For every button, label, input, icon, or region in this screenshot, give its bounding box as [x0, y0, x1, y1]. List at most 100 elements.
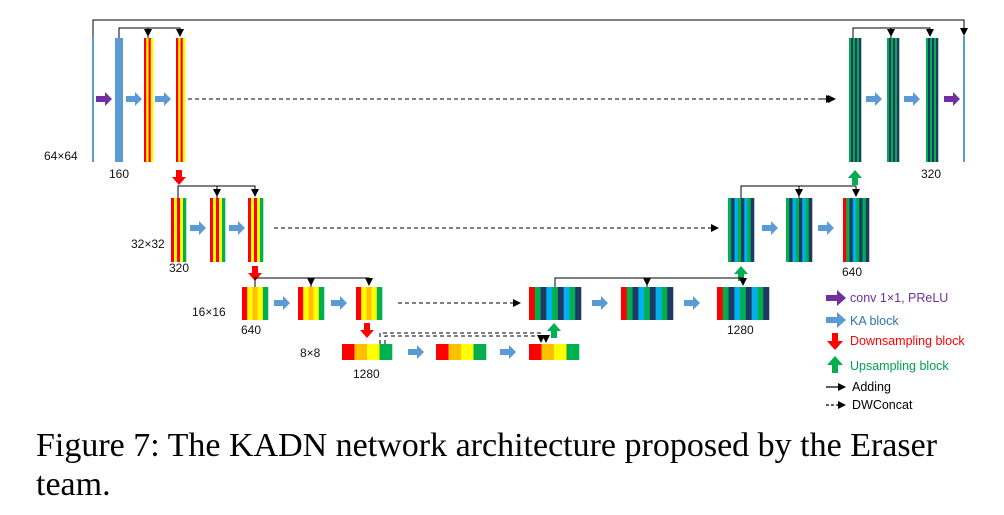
block-stripe	[254, 198, 258, 262]
ka-arrow-icon	[126, 92, 142, 106]
block-stripe	[148, 38, 152, 162]
dwconcat-bottleneck-a	[379, 332, 545, 344]
ka-block-dec3-c	[717, 287, 770, 320]
block-stripe	[926, 38, 929, 162]
block-stripe	[795, 198, 800, 262]
block-stripe	[356, 287, 362, 320]
channel-label-640-enc: 640	[241, 323, 261, 337]
block-stripe	[180, 38, 184, 162]
block-stripe	[728, 198, 732, 262]
block-stripe	[376, 287, 383, 320]
block-stripe	[379, 344, 393, 360]
channel-label-1280-bottleneck: 1280	[353, 367, 380, 381]
block-stripe	[852, 198, 857, 262]
block-stripe	[354, 344, 368, 360]
block-stripe	[717, 287, 724, 320]
dwconcat-bottleneck-b	[384, 335, 550, 344]
block-stripe	[843, 198, 847, 262]
block-stripe	[895, 38, 898, 162]
ka-block-enc1-b	[176, 38, 186, 162]
ka-block-enc2-c	[248, 198, 264, 262]
ka-block-bottleneck-b	[436, 344, 487, 360]
ka-block-dec1-b	[887, 38, 900, 162]
block-stripe	[252, 287, 258, 320]
block-stripe	[889, 38, 892, 162]
block-stripe	[342, 344, 355, 360]
ka-arrow-icon	[500, 345, 516, 359]
ka-block-dec1-a	[849, 38, 862, 162]
ka-block-dec3-b	[621, 287, 674, 320]
block-stripe	[529, 287, 536, 320]
ka-arrow-icon	[762, 221, 778, 235]
block-stripe	[661, 287, 668, 320]
block-stripe	[655, 287, 662, 320]
labels: 64×64 32×32 16×16 8×8 160 320 640 1280 1…	[44, 149, 941, 381]
block-stripe	[540, 287, 547, 320]
up-arrow-icon	[848, 170, 862, 185]
block-stripe	[728, 287, 735, 320]
ka-block-dec1-c	[926, 38, 939, 162]
down-arrow-icon	[172, 170, 186, 185]
resolution-label-16: 16×16	[192, 305, 226, 319]
block-stripe	[751, 287, 758, 320]
legend-item-down: Downsampling block	[827, 333, 965, 350]
channel-label-320-dec: 320	[921, 167, 941, 181]
add-l1-b	[147, 27, 184, 38]
block-stripe	[750, 198, 755, 262]
block-stripe	[448, 344, 462, 360]
stem-feature-block	[115, 38, 123, 162]
block-stripe	[859, 38, 862, 162]
legend-text-up: Upsampling block	[850, 359, 949, 373]
purple-arrow-icon	[826, 290, 846, 306]
block-stripe	[928, 38, 931, 162]
block-stripe	[541, 344, 555, 360]
block-stripe	[862, 198, 867, 262]
legend: conv 1×1, PReLU KA block Downsampling bl…	[826, 290, 965, 412]
block-stripe	[566, 344, 580, 360]
block-stripe	[569, 287, 576, 320]
green-up-arrow-icon	[827, 356, 843, 373]
block-stripe	[757, 287, 764, 320]
ka-arrow-icon	[331, 296, 347, 310]
block-stripe	[251, 198, 255, 262]
block-stripe	[534, 287, 541, 320]
block-stripe	[934, 38, 937, 162]
block-stripe	[737, 198, 742, 262]
resolution-label-32: 32×32	[131, 237, 165, 251]
block-stripe	[557, 287, 564, 320]
legend-text-ka: KA block	[850, 314, 899, 328]
block-stripe	[176, 38, 179, 162]
block-stripe	[529, 344, 542, 360]
block-stripe	[849, 198, 854, 262]
block-stripe	[366, 287, 372, 320]
block-stripe	[222, 198, 226, 262]
ka-arrow-icon	[155, 92, 171, 106]
block-stripe	[247, 287, 253, 320]
block-stripe	[546, 287, 553, 320]
up-arrow-icon	[547, 323, 561, 338]
block-stripe	[632, 287, 639, 320]
block-stripe	[174, 198, 178, 262]
ka-block-dec3-a	[529, 287, 582, 320]
ka-block-dec2-c	[843, 198, 870, 262]
add-l3-a	[254, 277, 315, 287]
block-stripe	[177, 198, 181, 262]
resolution-label-8: 8×8	[300, 346, 321, 360]
block-stripe	[436, 344, 449, 360]
block-stripe	[210, 198, 214, 262]
down-arrow-icon	[248, 266, 262, 281]
block-stripe	[930, 38, 933, 162]
block-stripe	[367, 344, 380, 360]
block-stripe	[213, 198, 217, 262]
feature-blocks	[92, 36, 965, 360]
block-stripe	[649, 287, 656, 320]
ka-block-dec2-b	[786, 198, 813, 262]
block-stripe	[552, 287, 559, 320]
figure-caption: Figure 7: The KADN network architecture …	[36, 427, 938, 503]
add-l1-dec-b	[890, 27, 934, 38]
ka-arrow-icon	[818, 221, 834, 235]
ka-arrow-icon	[408, 345, 424, 359]
legend-text-dwconcat: DWConcat	[852, 398, 913, 412]
channel-label-160: 160	[109, 167, 129, 181]
block-stripe	[891, 38, 894, 162]
